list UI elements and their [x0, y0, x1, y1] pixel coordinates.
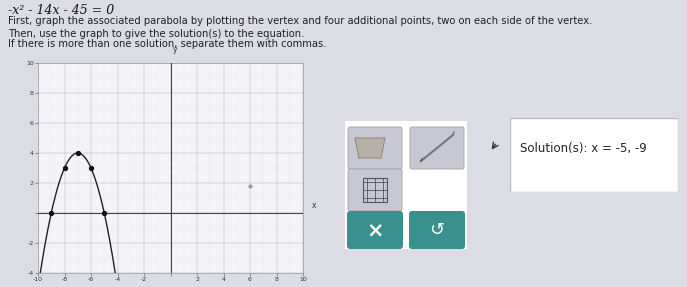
Point: [85, 166, 96, 170]
Text: ×: ×: [366, 220, 384, 240]
FancyBboxPatch shape: [348, 127, 402, 169]
Text: x: x: [313, 201, 317, 210]
Point: [59, 166, 70, 170]
Text: If there is more than one solution, separate them with commas.: If there is more than one solution, sepa…: [8, 39, 326, 49]
Text: ↺: ↺: [429, 221, 444, 239]
FancyBboxPatch shape: [409, 211, 465, 249]
Polygon shape: [355, 138, 385, 158]
Text: -x² - 14x - 45 = 0: -x² - 14x - 45 = 0: [8, 4, 114, 17]
FancyBboxPatch shape: [347, 211, 403, 249]
Bar: [363, 178, 387, 202]
Text: First, graph the associated parabola by plotting the vertex and four additional : First, graph the associated parabola by …: [8, 16, 592, 26]
FancyBboxPatch shape: [343, 119, 469, 251]
Text: Then, use the graph to give the solution(s) to the equation.: Then, use the graph to give the solution…: [8, 29, 304, 39]
Point: [46, 211, 57, 215]
FancyBboxPatch shape: [348, 169, 402, 211]
Point: [245, 184, 256, 188]
Text: y: y: [172, 45, 177, 54]
Point: [72, 151, 83, 155]
FancyBboxPatch shape: [410, 127, 464, 169]
Text: Solution(s): x = -5, -9: Solution(s): x = -5, -9: [520, 142, 646, 155]
Point: [99, 211, 110, 215]
FancyBboxPatch shape: [510, 117, 677, 191]
